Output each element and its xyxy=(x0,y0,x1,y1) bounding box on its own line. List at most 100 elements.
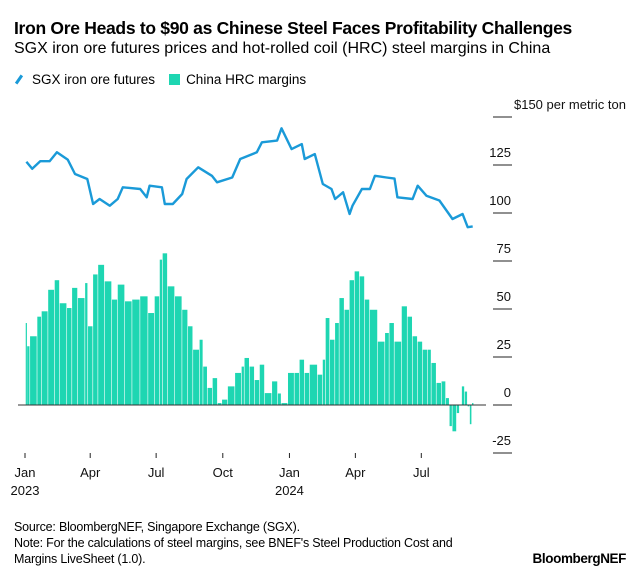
x-tick-year-label: 2023 xyxy=(11,483,40,498)
x-tick-label: Oct xyxy=(213,465,234,480)
hrc-margin-bar xyxy=(359,276,365,405)
hrc-margin-bar xyxy=(389,323,394,405)
legend-label-hrc: China HRC margins xyxy=(186,72,307,87)
hrc-margin-bar xyxy=(48,289,55,405)
hrc-margin-bar xyxy=(41,311,48,405)
x-tick-label: Apr xyxy=(80,465,101,480)
source-note: Source: BloombergNEF, Singapore Exchange… xyxy=(14,520,300,534)
hrc-margin-bar xyxy=(217,403,222,405)
hrc-margin-bar xyxy=(111,299,118,405)
hrc-margin-bar xyxy=(364,299,370,405)
hrc-margin-bar xyxy=(241,366,244,405)
hrc-margin-bar xyxy=(445,398,449,405)
legend: SGX iron ore futures China HRC margins xyxy=(14,72,306,87)
chart-title: Iron Ore Heads to $90 as Chinese Steel F… xyxy=(14,18,572,38)
y-tick-label: 125 xyxy=(489,145,511,160)
hrc-margin-bar xyxy=(162,253,168,405)
note-line-2: Margins LiveSheet (1.0). xyxy=(14,552,146,566)
hrc-margin-bar xyxy=(182,309,188,405)
hrc-margin-bar xyxy=(93,274,98,405)
hrc-margin-bar xyxy=(244,357,249,405)
note-line-1: Note: For the calculations of steel marg… xyxy=(14,536,453,550)
hrc-margin-bar xyxy=(235,372,242,405)
y-tick-label: 75 xyxy=(497,241,511,256)
hrc-margin-bar xyxy=(472,403,474,405)
hrc-margin-bar xyxy=(132,299,140,405)
hrc-margin-bar xyxy=(456,405,460,414)
hrc-margin-bar xyxy=(467,405,470,407)
hrc-margin-bar xyxy=(325,318,330,405)
hrc-margin-bar xyxy=(54,280,60,405)
hrc-margin-bar xyxy=(317,374,323,405)
hrc-margin-bar xyxy=(148,313,155,405)
y-tick-label: $150 per metric ton xyxy=(514,97,626,112)
y-tick-label: 0 xyxy=(504,385,511,400)
hrc-margin-bar xyxy=(88,326,93,405)
y-tick-label: 50 xyxy=(497,289,511,304)
hrc-margin-bar xyxy=(304,372,310,405)
hrc-margin-bar xyxy=(254,380,260,405)
hrc-margin-bar xyxy=(427,349,431,405)
legend-swatch-hrc xyxy=(169,74,181,85)
y-tick-label: 100 xyxy=(489,193,511,208)
hrc-margin-bar xyxy=(299,359,305,405)
hrc-margin-bar xyxy=(469,405,472,425)
hrc-margin-bar xyxy=(188,326,193,405)
hrc-margin-bar xyxy=(407,316,413,405)
hrc-margin-bar xyxy=(417,341,423,405)
hrc-margin-bar xyxy=(309,364,318,405)
hrc-margin-bar xyxy=(193,349,200,405)
hrc-margin-bar xyxy=(377,341,385,405)
hrc-margin-bar xyxy=(369,309,378,405)
hrc-margin-bar xyxy=(37,316,42,405)
hrc-margin-bar xyxy=(59,303,67,405)
hrc-margin-bar xyxy=(394,341,402,405)
x-tick-label: Jan xyxy=(15,465,36,480)
hrc-margin-bar xyxy=(412,336,418,405)
hrc-margin-bar xyxy=(385,333,389,405)
x-tick-label: Jul xyxy=(148,465,165,480)
hrc-margin-bar xyxy=(30,336,37,405)
hrc-margin-bar xyxy=(212,378,218,405)
hrc-margin-bar xyxy=(335,323,339,405)
hrc-margin-bar xyxy=(272,381,278,405)
hrc-margin-bar xyxy=(124,301,132,405)
hrc-margin-bar xyxy=(199,339,203,405)
y-tick-label: 25 xyxy=(497,337,511,352)
hrc-margin-bar xyxy=(422,349,428,405)
hrc-margin-bar xyxy=(294,372,299,405)
y-tick-label: -25 xyxy=(492,433,511,448)
hrc-margin-bar xyxy=(344,309,349,405)
hrc-margin-bar xyxy=(227,386,235,405)
hrc-margin-bar xyxy=(281,403,288,405)
hrc-margin-bar xyxy=(174,296,182,405)
hrc-margin-bar xyxy=(222,399,228,405)
hrc-margin-bar xyxy=(117,284,125,405)
hrc-margin-bar xyxy=(67,308,72,405)
hrc-margin-bar xyxy=(431,362,436,405)
hrc-margin-bar xyxy=(140,296,148,405)
hrc-margin-bar xyxy=(25,323,27,405)
hrc-margin-bar xyxy=(167,286,175,405)
legend-label-iron-ore: SGX iron ore futures xyxy=(32,72,156,87)
hrc-margin-bar xyxy=(452,405,457,432)
hrc-margin-bar xyxy=(461,386,465,405)
hrc-margin-bar xyxy=(77,298,85,405)
hrc-margin-bar xyxy=(349,280,355,405)
hrc-margin-bar xyxy=(207,387,213,405)
hrc-margin-bar xyxy=(259,364,265,405)
bloombergnef-logo: BloombergNEF xyxy=(532,551,627,566)
hrc-margin-bar xyxy=(339,298,344,405)
hrc-margin-bar xyxy=(154,296,160,405)
hrc-margin-bar xyxy=(203,366,207,405)
hrc-margin-bar xyxy=(449,405,452,427)
hrc-margin-bar xyxy=(72,287,78,405)
hrc-margin-bar xyxy=(441,381,446,405)
x-tick-year-label: 2024 xyxy=(275,483,304,498)
hrc-margin-bar xyxy=(330,339,335,405)
hrc-margin-bar xyxy=(287,372,294,405)
hrc-margin-bar xyxy=(104,281,112,405)
hrc-margin-bar xyxy=(354,271,360,405)
